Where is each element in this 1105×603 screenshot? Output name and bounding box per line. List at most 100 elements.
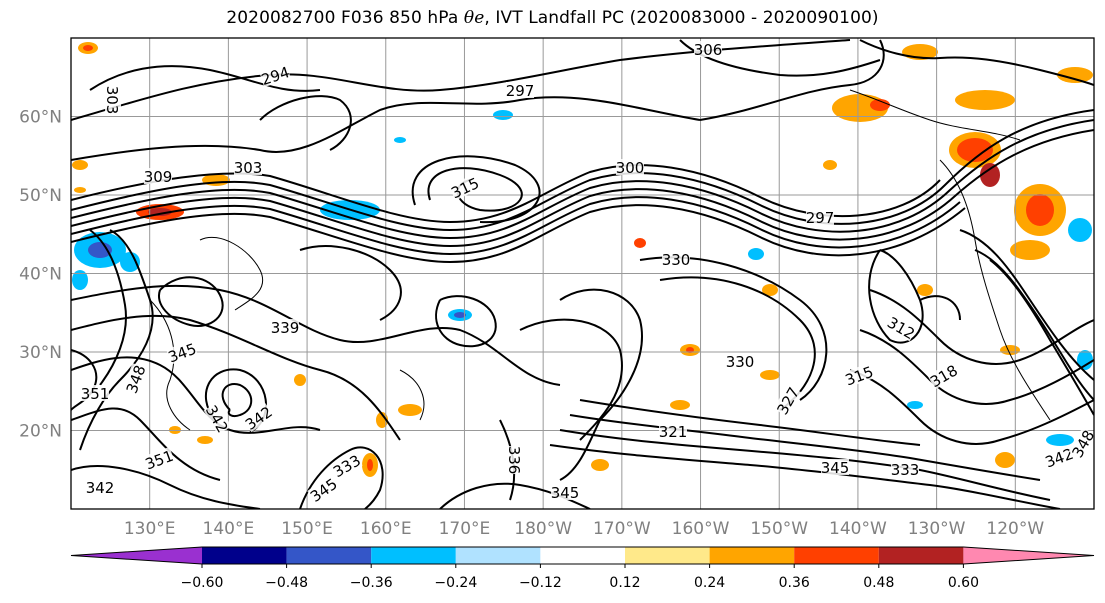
colorbar-segment [455, 547, 541, 564]
contour-label: 330 [662, 251, 691, 269]
contour-line [89, 65, 321, 92]
contour-line [919, 295, 961, 321]
colorbar: −0.60 −0.48 −0.36 −0.24 −0.12 0.12 0.24 0.36 0.4… [70, 546, 1095, 591]
lon-tick-label: 170°W [593, 519, 651, 539]
contour-label: 351 [81, 385, 110, 403]
contour-label: 303 [103, 86, 121, 115]
contour-line [519, 318, 623, 441]
contour-line [299, 446, 384, 509]
contour-label: 309 [144, 168, 173, 186]
contour-line [411, 155, 541, 224]
contour-line [71, 314, 401, 441]
colorbar-tick-label: 0.12 [609, 575, 640, 591]
contour-line [71, 464, 261, 509]
contour-label: 345 [166, 340, 199, 367]
contour-label: 336 [505, 446, 523, 475]
contour-line [659, 276, 816, 411]
contour-line [959, 229, 1094, 381]
title-suffix: , IVT Landfall PC (2020083000 - 20200901… [484, 8, 879, 28]
na-coast [939, 159, 1051, 421]
contour-label: 297 [506, 82, 535, 100]
colorbar-tick-label: −0.48 [265, 575, 308, 591]
contour-label: 348 [123, 363, 150, 396]
longitude-labels: 130°E 140°E 150°E 160°E 170°E 180°W 170°W 160°W… [124, 519, 1045, 539]
contour-line [259, 95, 352, 151]
contour-line [868, 249, 924, 344]
anomaly-patches [72, 42, 1093, 477]
contour-label: 333 [891, 461, 920, 479]
colorbar-tick-label: 0.24 [694, 575, 725, 591]
contour-line [89, 229, 127, 386]
contour-line [71, 109, 1094, 232]
contour-line [974, 249, 1094, 401]
colorbar-tick-label: −0.36 [350, 575, 393, 591]
latitude-labels: 60°N 50°N 40°N 30°N 20°N [19, 108, 62, 442]
lat-tick-label: 60°N [19, 108, 62, 128]
title-prefix: 2020082700 F036 850 hPa [226, 8, 464, 28]
contour-label: 351 [143, 447, 176, 474]
contour-line [71, 284, 561, 386]
contour-line [579, 399, 921, 446]
contour-line [79, 229, 154, 451]
map-grid [71, 38, 1094, 509]
contour-label: 315 [843, 363, 876, 390]
contour-label: 333 [330, 451, 364, 481]
contour-label: 297 [806, 209, 835, 227]
lon-tick-label: 150°W [750, 519, 808, 539]
colorbar-extension-max [963, 547, 1094, 564]
colorbar-tick-label: 0.48 [863, 575, 894, 591]
contour-label: 303 [234, 159, 263, 177]
contour-label: 345 [551, 484, 580, 502]
lon-tick-label: 160°W [672, 519, 730, 539]
contour-line [71, 119, 1094, 240]
contour-label: 315 [448, 174, 482, 202]
contour-line [559, 429, 1051, 501]
lon-tick-label: 130°E [124, 519, 176, 539]
coastlines [149, 89, 1051, 431]
contour-label: 342 [86, 479, 115, 497]
colorbar-tick-label: −0.12 [519, 575, 562, 591]
contour-label: 306 [694, 41, 723, 59]
colorbar-segment [540, 547, 625, 564]
colorbar-segment [202, 547, 287, 564]
contour-line [221, 383, 253, 418]
colorbar-tick-label: 0.36 [779, 575, 810, 591]
contour-line [71, 96, 701, 161]
contour-label: 318 [927, 361, 961, 391]
contour-label: 300 [616, 159, 645, 177]
contour-line [71, 196, 961, 256]
contour-line [859, 329, 1094, 405]
lon-tick-label: 130°W [908, 519, 966, 539]
lon-tick-label: 160°E [360, 519, 412, 539]
lon-tick-label: 180°W [514, 519, 572, 539]
colorbar-extension-min [71, 547, 202, 564]
colorbar-segment [286, 547, 372, 564]
contour-label: 330 [726, 353, 755, 371]
colorbar-tick-label: −0.60 [181, 575, 224, 591]
contour-line [71, 129, 1094, 248]
contour-line [639, 256, 828, 401]
contour-line [71, 39, 851, 121]
contour-line [989, 259, 1094, 416]
lon-tick-label: 140°W [829, 519, 887, 539]
colorbar-segment [878, 547, 964, 564]
lon-tick-label: 140°E [203, 519, 255, 539]
contour-line [158, 276, 224, 327]
contour-line [559, 288, 643, 481]
contour-line [569, 414, 1041, 481]
colorbar-segment [794, 547, 879, 564]
contour-line [869, 289, 1094, 365]
contour-label: 342 [242, 403, 276, 434]
contour-line [849, 369, 1094, 445]
contour-line [699, 39, 885, 121]
lat-tick-label: 50°N [19, 186, 62, 206]
colorbar-tick-label: 0.60 [948, 575, 979, 591]
contour-label: 327 [773, 384, 803, 418]
contour-label: 294 [259, 63, 292, 89]
lat-tick-label: 20°N [19, 422, 62, 442]
contour-line [439, 482, 591, 509]
contour-line [71, 204, 966, 264]
contour-label: 345 [821, 459, 850, 477]
